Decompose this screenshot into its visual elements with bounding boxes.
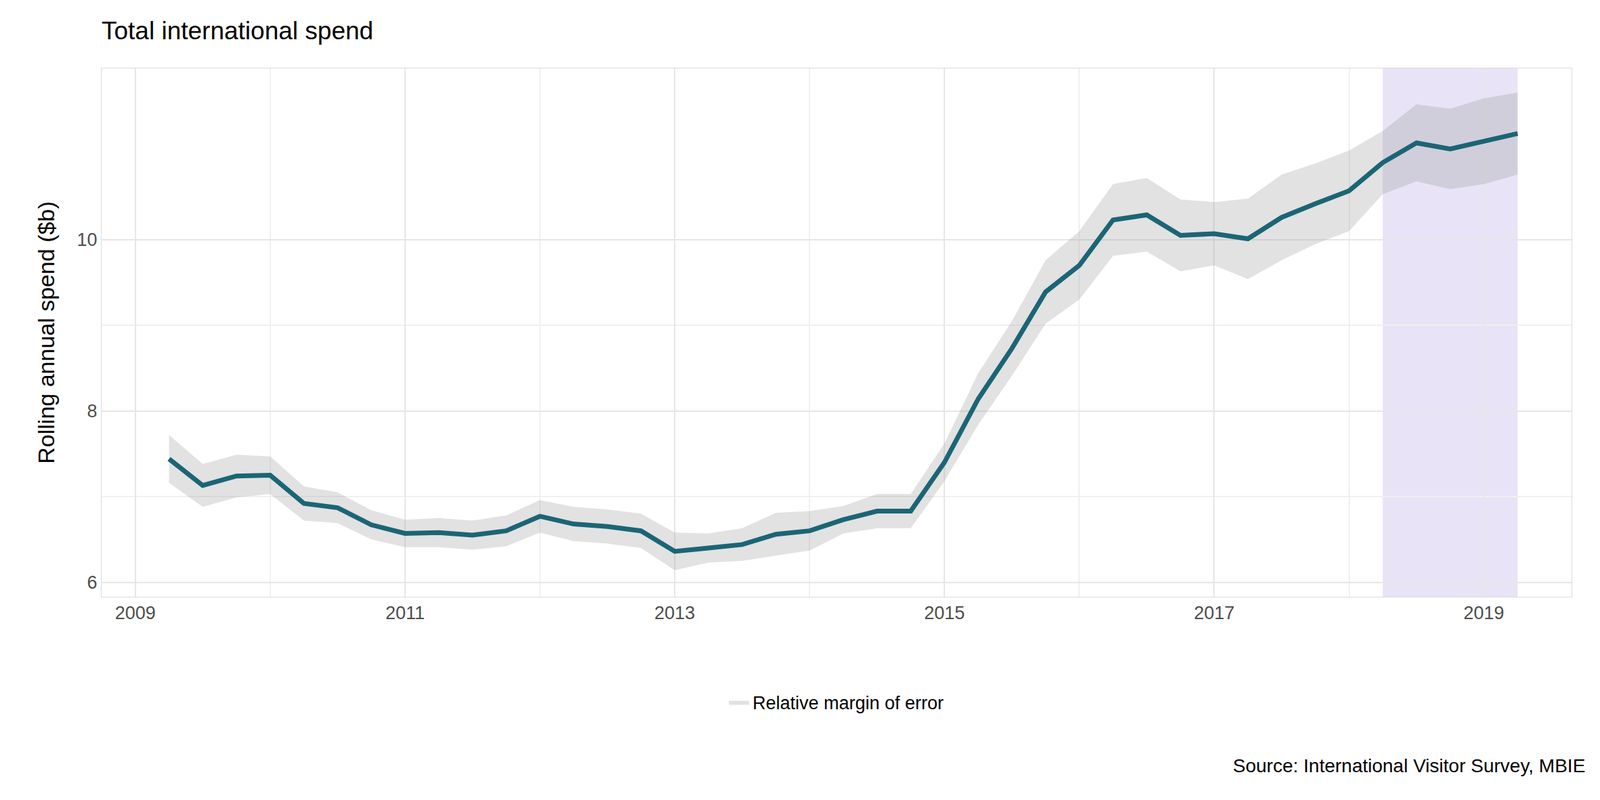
svg-text:2013: 2013 [654,602,696,624]
svg-text:Rolling annual spend ($b): Rolling annual spend ($b) [33,201,59,464]
svg-text:2017: 2017 [1193,602,1235,624]
svg-text:Source: International Visitor: Source: International Visitor Survey, MB… [1232,755,1586,777]
svg-text:2009: 2009 [115,602,156,624]
svg-text:2019: 2019 [1463,602,1505,624]
svg-text:Total international spend: Total international spend [101,16,374,45]
svg-text:2015: 2015 [923,602,965,624]
svg-text:Relative margin of error: Relative margin of error [752,692,944,714]
svg-text:2011: 2011 [385,602,425,624]
svg-text:10: 10 [77,229,98,250]
svg-text:6: 6 [87,572,98,593]
svg-text:8: 8 [87,401,98,422]
